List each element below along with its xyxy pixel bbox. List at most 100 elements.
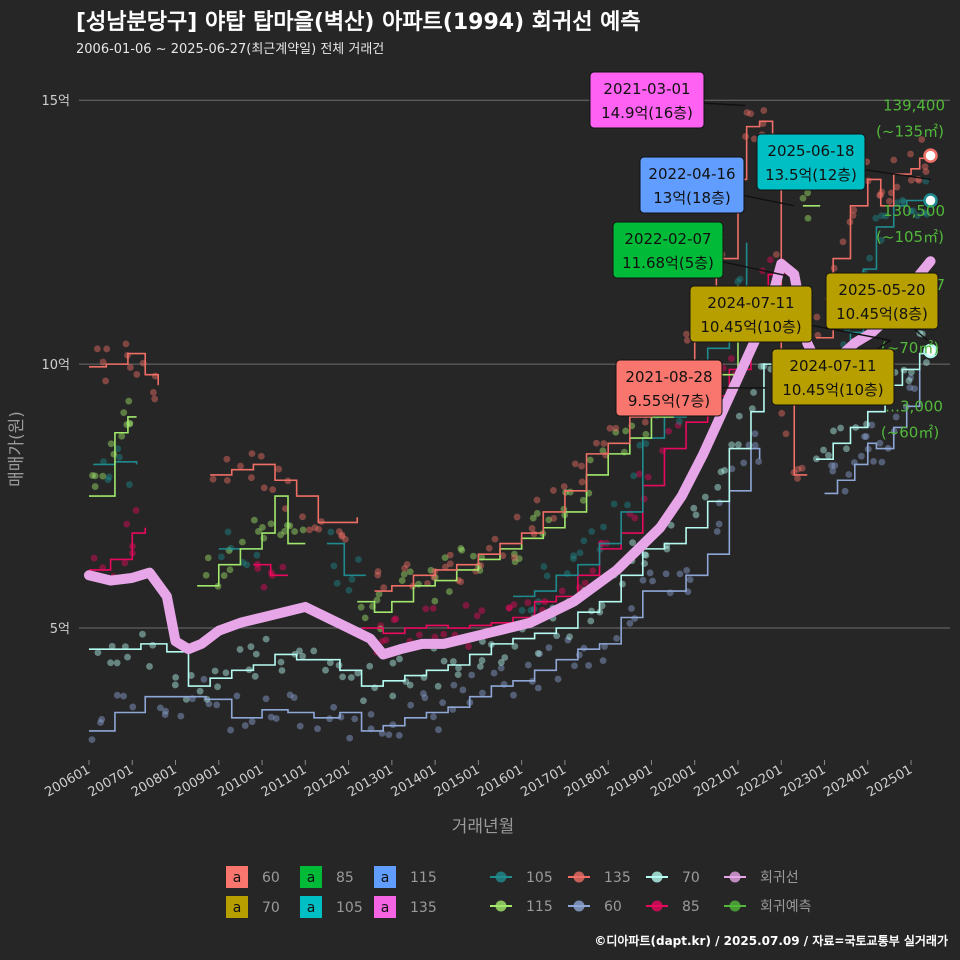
scatter-point-70 [820, 446, 827, 454]
chart-title: [성남분당구] 야탑 탑마을(벽산) 아파트(1994) 회귀선 예측 [76, 10, 641, 35]
scatter-point-105 [630, 472, 638, 480]
scatter-point-70 [335, 661, 343, 669]
scatter-point-135 [223, 455, 231, 463]
scatter-point-105 [914, 212, 921, 220]
scatter-point-60 [314, 725, 321, 733]
scatter-point-115 [220, 572, 228, 579]
forecast-area-label: (~105㎡) [876, 228, 944, 246]
scatter-point-105 [734, 278, 742, 286]
x-tick-label: 200801 [129, 762, 179, 800]
scatter-point-105 [239, 559, 247, 566]
series-line-60 [88, 447, 761, 732]
scatter-point-115 [281, 528, 288, 535]
scatter-point-60 [420, 690, 427, 697]
scatter-point-105 [570, 552, 578, 560]
legend-line-dot [651, 871, 663, 883]
scatter-point-70 [389, 659, 397, 667]
annotation: 2022-04-16 13억(18층) [639, 156, 795, 214]
scatter-point-135 [441, 563, 449, 571]
x-tick-label: 200701 [86, 762, 136, 800]
scatter-point-135 [560, 483, 568, 490]
scatter-point-60 [367, 710, 375, 718]
scatter-point-135 [315, 525, 323, 533]
scatter-point-115 [599, 447, 607, 455]
scatter-point-105 [907, 207, 915, 215]
scatter-point-70 [278, 667, 286, 674]
scatter-point-135 [528, 525, 536, 532]
scatter-point-115 [427, 566, 435, 574]
scatter-point-60 [241, 722, 249, 729]
series-line-85 [253, 563, 289, 577]
scatter-point-60 [330, 703, 338, 711]
scatter-point-135 [446, 560, 454, 568]
scatter-point-60 [129, 703, 137, 711]
scatter-point-135 [403, 561, 411, 568]
x-tick-label: 201601 [475, 762, 525, 800]
scatter-point-105 [675, 418, 683, 425]
scatter-point-70 [440, 657, 448, 665]
scatter-point-60 [728, 465, 736, 473]
scatter-point-135 [102, 377, 110, 385]
scatter-point-85 [674, 421, 682, 429]
scatter-point-135 [260, 484, 268, 492]
scatter-point-135 [549, 487, 557, 494]
scatter-point-70 [907, 368, 915, 376]
scatter-point-70 [690, 504, 698, 512]
legend-fill-label: 70 [262, 900, 280, 916]
scatter-point-60 [613, 634, 621, 642]
scatter-point-135 [374, 568, 382, 575]
scatter-point-60 [715, 520, 723, 528]
annotation-price: 11.68억(5층) [622, 254, 714, 272]
scatter-point-70 [113, 659, 121, 667]
legend-line-label: 회귀예측 [760, 899, 812, 915]
scatter-point-115 [431, 597, 439, 605]
scatter-point-85 [440, 630, 448, 638]
annotation-box [612, 221, 724, 279]
scatter-point-60 [907, 374, 915, 382]
scatter-point-60 [459, 686, 467, 694]
scatter-point-135 [578, 462, 586, 470]
scatter-point-70 [918, 330, 926, 338]
scatter-point-60 [88, 736, 96, 744]
scatter-point-85 [558, 587, 566, 595]
scatter-point-60 [262, 695, 270, 703]
scatter-point-135 [794, 465, 802, 473]
series-line-135 [374, 120, 808, 592]
legend-line-dot [729, 900, 741, 912]
scatter-point-60 [421, 694, 429, 702]
scatter-point-135 [794, 475, 801, 482]
scatter-point-60 [639, 576, 647, 584]
scatter-point-60 [861, 433, 868, 441]
scatter-point-85 [665, 427, 673, 435]
scatter-point-135 [533, 496, 541, 504]
scatter-point-135 [683, 330, 690, 338]
scatter-point-70 [406, 681, 414, 689]
scatter-point-85 [90, 554, 98, 562]
scatter-point-70 [172, 673, 180, 681]
annotation: 2022-02-07 11.68억(5층) [612, 221, 786, 279]
annotation: 2024-07-11 10.45억(10층) [771, 339, 895, 406]
scatter-point-85 [631, 514, 639, 522]
scatter-point-70 [299, 652, 307, 660]
scatter-point-60 [97, 719, 104, 726]
x-tick-label: 201701 [518, 762, 568, 800]
scatter-point-70 [735, 412, 743, 420]
scatter-point-70 [149, 641, 157, 649]
scatter-point-105 [224, 528, 232, 536]
scatter-point-70 [182, 695, 190, 703]
scatter-point-115 [267, 520, 275, 528]
scatter-point-135 [338, 531, 346, 539]
scatter-point-60 [878, 458, 886, 466]
scatter-point-105 [588, 528, 596, 535]
scatter-point-135 [742, 133, 749, 140]
annotation-box [825, 272, 939, 330]
scatter-point-60 [601, 643, 608, 650]
scatter-point-135 [127, 364, 134, 371]
scatter-point-60 [599, 657, 607, 665]
scatter-point-115 [398, 577, 406, 584]
scatter-point-115 [291, 528, 299, 535]
scatter-point-70 [108, 642, 116, 650]
scatter-point-85 [473, 612, 481, 620]
scatter-point-115 [226, 566, 234, 574]
scatter-point-60 [286, 691, 294, 699]
